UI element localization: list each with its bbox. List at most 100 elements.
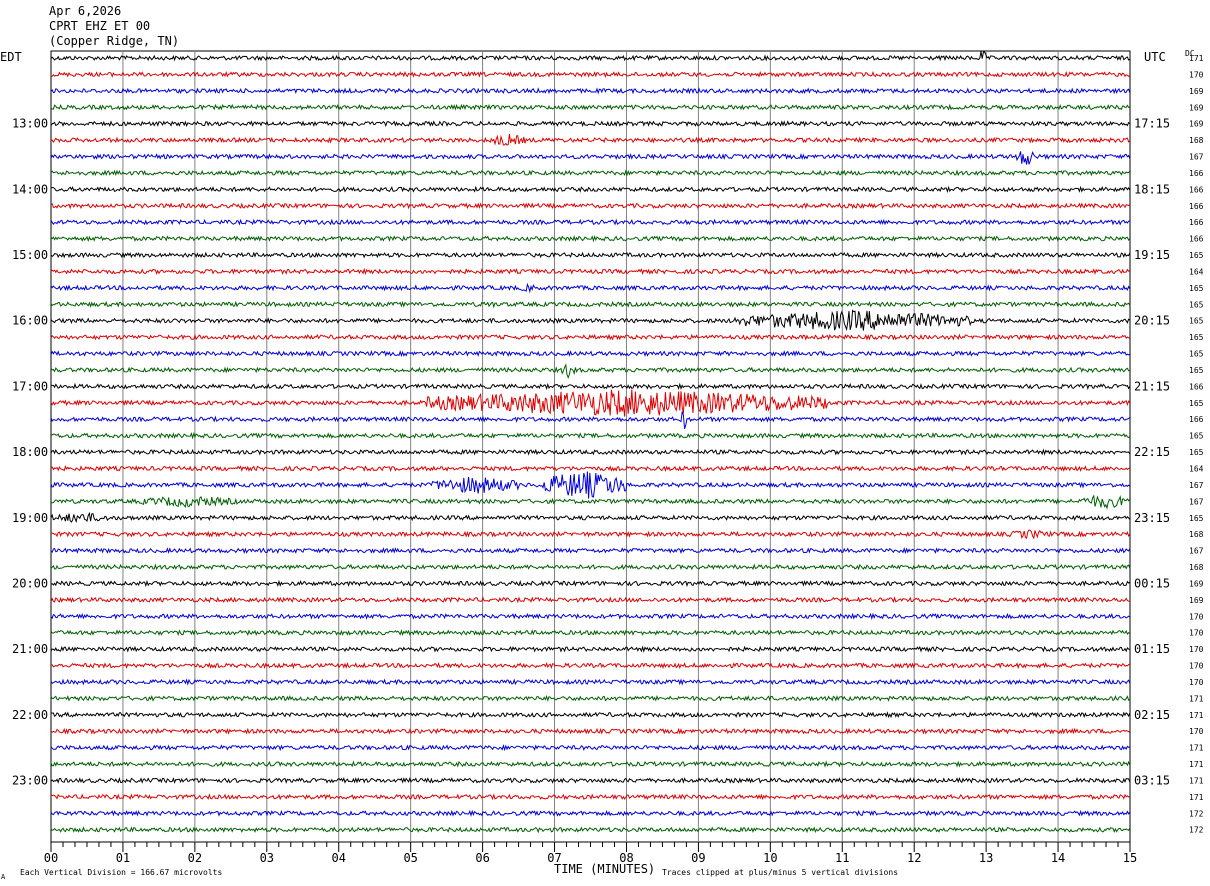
- dc-offset-value: 167: [1189, 153, 1204, 162]
- x-tick-label: 14: [1051, 851, 1065, 865]
- dc-offset-value: 167: [1189, 481, 1204, 490]
- trace-line: [50, 218, 1130, 226]
- trace-line: [50, 579, 1131, 588]
- dc-offset-value: 166: [1189, 202, 1204, 211]
- vertical-division-note: Each Vertical Division = 166.67 microvol…: [20, 868, 222, 877]
- local-hour-label: 16:00: [12, 314, 48, 328]
- x-tick-label: 01: [116, 851, 130, 865]
- local-hour-label: 22:00: [12, 708, 48, 722]
- dc-offset-value: 165: [1189, 350, 1204, 359]
- dc-offset-value: 171: [1189, 760, 1204, 769]
- trace-line: [50, 662, 1131, 670]
- dc-offset-value: 165: [1189, 317, 1204, 326]
- dc-offset-value: 166: [1189, 415, 1204, 424]
- dc-offset-value: 169: [1189, 120, 1204, 129]
- dc-offset-value: 164: [1189, 465, 1204, 474]
- x-tick-label: 09: [691, 851, 705, 865]
- utc-hour-label: 19:15: [1134, 248, 1170, 262]
- dc-offset-value: 166: [1189, 169, 1204, 178]
- dc-offset-value: 170: [1189, 662, 1204, 671]
- dc-offset-value: 166: [1189, 218, 1204, 227]
- local-hour-label: 21:00: [12, 642, 48, 656]
- x-tick-label: 06: [475, 851, 489, 865]
- trace-line: [50, 629, 1131, 637]
- utc-hour-labels: 17:15 18:15 19:15 20:15 21:15 22:15 23:15 00:15…: [1134, 117, 1170, 788]
- x-tick-label: 05: [403, 851, 417, 865]
- trace-line: [50, 448, 1131, 456]
- trace-line: [50, 694, 1131, 702]
- station-location: (Copper Ridge, TN): [49, 34, 180, 48]
- x-axis-title: TIME (MINUTES): [554, 862, 655, 876]
- dc-header-label: DC: [1185, 49, 1195, 58]
- trace-line: [50, 235, 1131, 243]
- dc-offset-value: 165: [1189, 448, 1204, 457]
- utc-hour-label: 17:15: [1134, 117, 1170, 131]
- trace-line: [50, 267, 1131, 276]
- left-timezone-label: EDT: [0, 50, 22, 64]
- dc-offset-value: 170: [1189, 678, 1204, 687]
- dc-offset-value: 172: [1189, 826, 1204, 835]
- dc-offset-value: 168: [1189, 530, 1204, 539]
- utc-hour-label: 23:15: [1134, 511, 1170, 525]
- utc-hour-label: 20:15: [1134, 314, 1170, 328]
- x-tick-label: 00: [44, 851, 58, 865]
- dc-offset-value: 169: [1189, 579, 1204, 588]
- local-hour-label: 17:00: [12, 379, 48, 393]
- x-tick-label: 03: [260, 851, 274, 865]
- dc-offset-value: 164: [1189, 267, 1204, 276]
- trace-line: [50, 547, 1131, 555]
- local-hour-labels: 13:00 14:00 15:00 16:00 17:00 18:00 19:00 20:00…: [12, 117, 48, 788]
- trace-line: [50, 70, 1131, 78]
- station-code: CPRT EHZ ET 00: [49, 19, 151, 33]
- trace-line: [50, 678, 1131, 686]
- corner-mark: A: [1, 873, 6, 881]
- trace-line: [50, 282, 1131, 294]
- local-hour-label: 20:00: [12, 576, 48, 590]
- x-tick-label: 12: [907, 851, 921, 865]
- dc-offset-value: 168: [1189, 563, 1204, 572]
- trace-line: [50, 103, 1130, 111]
- trace-line: [50, 185, 1131, 194]
- dc-offset-value: 170: [1189, 70, 1204, 79]
- trace-line: [50, 563, 1131, 571]
- trace-line: [50, 51, 1131, 62]
- trace-line: [50, 743, 1130, 752]
- x-tick-label: 13: [979, 851, 993, 865]
- dc-offset-value: 170: [1189, 612, 1204, 621]
- x-tick-label: 08: [619, 851, 633, 865]
- dc-offset-value: 171: [1189, 744, 1204, 753]
- trace-line: [50, 350, 1131, 358]
- trace-line: [50, 300, 1131, 309]
- dc-offset-value: 166: [1189, 235, 1204, 244]
- utc-hour-label: 01:15: [1134, 642, 1170, 656]
- dc-offset-value: 166: [1189, 185, 1204, 194]
- trace-line: [50, 826, 1131, 834]
- trace-line: [50, 511, 1131, 524]
- trace-line: [50, 612, 1131, 621]
- utc-hour-label: 22:15: [1134, 445, 1170, 459]
- trace-line: [50, 151, 1131, 165]
- utc-hour-label: 21:15: [1134, 379, 1170, 393]
- dc-offset-value: 167: [1189, 497, 1204, 506]
- time-axis: 00 01 02 03 04 05 06 07 08 09 10 11 12 13 14 15: [44, 842, 1137, 865]
- trace-line: [50, 777, 1131, 784]
- dc-offset-value: 169: [1189, 103, 1204, 112]
- dc-offset-value: 170: [1189, 645, 1204, 654]
- dc-offset-value: 171: [1189, 793, 1204, 802]
- dc-offset-value: 170: [1189, 629, 1204, 638]
- x-tick-label: 04: [332, 851, 346, 865]
- dc-offset-value: 168: [1189, 136, 1204, 145]
- right-timezone-label: UTC: [1144, 50, 1166, 64]
- dc-offset-value: 167: [1189, 547, 1204, 556]
- seismic-traces: [50, 51, 1131, 834]
- trace-line: [51, 529, 1131, 540]
- trace-line: [50, 711, 1131, 719]
- trace-line: [50, 382, 1131, 391]
- dc-offset-value: 171: [1189, 711, 1204, 720]
- trace-line: [50, 760, 1131, 768]
- dc-offset-value: 166: [1189, 382, 1204, 391]
- dc-offset-value: 165: [1189, 251, 1204, 260]
- trace-line: [50, 727, 1131, 735]
- dc-offset-value: 165: [1189, 432, 1204, 441]
